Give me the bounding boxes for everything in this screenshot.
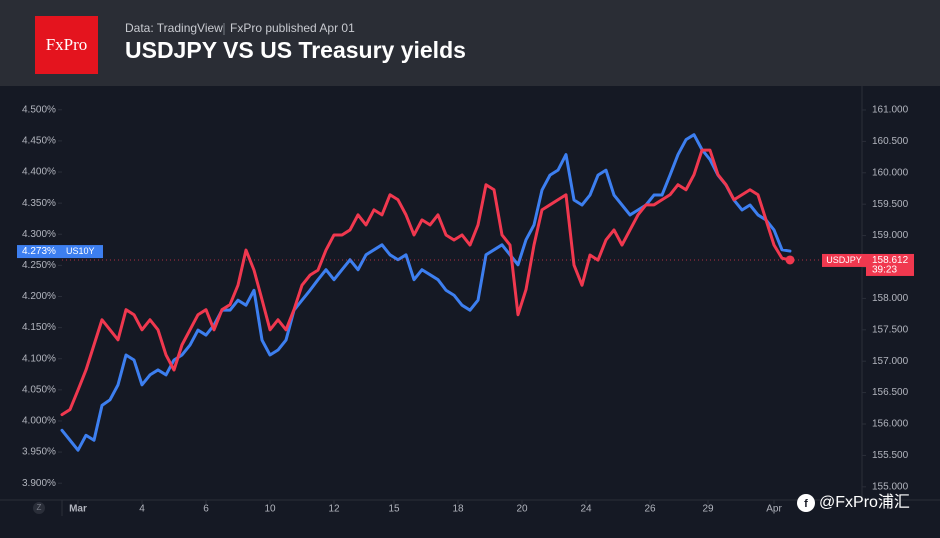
- y-tick-label: 4.100%: [22, 353, 56, 364]
- header-background: [0, 0, 940, 86]
- y-tick-label: 4.450%: [22, 136, 56, 147]
- y2-tick-label: 156.000: [872, 419, 909, 430]
- watermark-icon: [797, 494, 815, 512]
- price-tag-value: 158.612: [872, 255, 909, 266]
- value-tag-name: US10Y: [66, 246, 95, 256]
- price-tag: [866, 253, 914, 276]
- y-tick-label: 4.300%: [22, 229, 56, 240]
- y2-tick-label: 158.000: [872, 293, 909, 304]
- y2-tick-label: 156.500: [872, 387, 909, 398]
- watermark-icon-glyph: f: [804, 498, 808, 510]
- x-tick-label: 26: [644, 504, 656, 515]
- y-tick-label: 4.400%: [22, 167, 56, 178]
- x-tick-label: 4: [139, 504, 145, 515]
- y2-tick-label: 160.500: [872, 136, 909, 147]
- series-tag-name: USDJPY: [826, 255, 862, 265]
- y-tick-label: 3.950%: [22, 447, 56, 458]
- last-point: [785, 255, 795, 265]
- x-tick-label: Mar: [69, 504, 87, 515]
- value-tag-value: 4.273%: [22, 246, 56, 257]
- x-tick-label: 29: [702, 504, 714, 515]
- y-tick-label: 4.150%: [22, 322, 56, 333]
- x-tick-label: 24: [580, 504, 592, 515]
- price-tag-countdown: 39:23: [872, 265, 897, 276]
- zoom-button[interactable]: [33, 502, 45, 514]
- y2-tick-label: 157.000: [872, 356, 909, 367]
- x-tick-label: 20: [516, 504, 528, 515]
- source: Data: TradingView: [125, 21, 223, 35]
- y2-tick-label: 157.500: [872, 324, 909, 335]
- y2-tick-label: 159.000: [872, 230, 909, 241]
- series-tag: [822, 253, 866, 267]
- zoom-icon: Z: [37, 503, 42, 512]
- x-tick-label: 12: [328, 504, 340, 515]
- x-tick-label: Apr: [766, 504, 782, 515]
- series-line: [60, 133, 792, 452]
- logo-text: FxPro: [46, 35, 88, 54]
- chart-background: [0, 86, 940, 538]
- logo: [35, 16, 98, 74]
- y-tick-label: 4.200%: [22, 291, 56, 302]
- x-tick-label: 10: [264, 504, 276, 515]
- y2-tick-label: 155.500: [872, 450, 909, 461]
- x-tick-label: 6: [203, 504, 209, 515]
- y2-tick-label: 155.000: [872, 481, 909, 492]
- value-tag: [17, 245, 103, 259]
- y-tick-label: 4.050%: [22, 384, 56, 395]
- y2-tick-label: 161.000: [872, 105, 909, 116]
- watermark: @FxPro浦汇: [819, 493, 910, 511]
- chart-title: USDJPY VS US Treasury yields: [125, 37, 466, 63]
- y-tick-label: 4.000%: [22, 416, 56, 427]
- published: FxPro published Apr 01: [230, 21, 355, 35]
- series-line: [60, 148, 792, 417]
- y-tick-label: 4.250%: [22, 260, 56, 271]
- x-tick-label: 15: [388, 504, 400, 515]
- x-tick-label: 18: [452, 504, 464, 515]
- y2-tick-label: 160.000: [872, 167, 909, 178]
- y-tick-label: 4.500%: [22, 104, 56, 115]
- y-tick-label: 4.350%: [22, 198, 56, 209]
- y-tick-label: 3.900%: [22, 478, 56, 489]
- y2-tick-label: 159.500: [872, 199, 909, 210]
